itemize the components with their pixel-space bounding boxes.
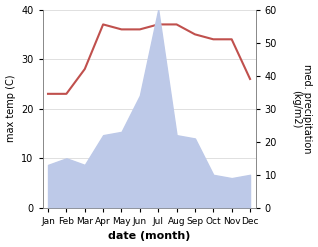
Y-axis label: med. precipitation
(kg/m2): med. precipitation (kg/m2) — [291, 64, 313, 153]
Y-axis label: max temp (C): max temp (C) — [5, 75, 16, 143]
X-axis label: date (month): date (month) — [108, 231, 190, 242]
